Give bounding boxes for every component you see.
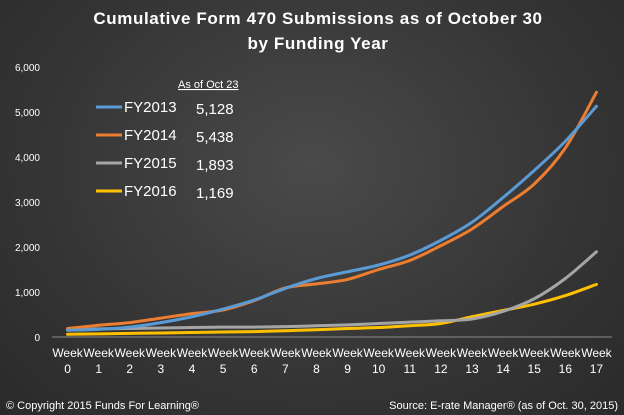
- x-tick-label: 1: [95, 362, 102, 376]
- x-tick-label: Week: [488, 346, 519, 360]
- x-tick-label: Week: [177, 346, 208, 360]
- x-tick-label: 6: [251, 362, 258, 376]
- x-tick-label: Week: [52, 346, 83, 360]
- x-tick-label: 14: [496, 362, 510, 376]
- legend-series-value: 1,893: [196, 157, 234, 174]
- x-tick-label: Week: [83, 346, 114, 360]
- x-tick-label: Week: [395, 346, 426, 360]
- x-tick-label: Week: [239, 346, 270, 360]
- x-tick-label: Week: [208, 346, 239, 360]
- x-tick-label: 4: [189, 362, 196, 376]
- x-tick-label: Week: [550, 346, 581, 360]
- x-tick-label: 16: [559, 362, 573, 376]
- x-tick-label: 13: [465, 362, 479, 376]
- legend-header: As of Oct 23: [178, 79, 239, 91]
- x-tick-label: Week: [115, 346, 146, 360]
- x-tick-label: Week: [519, 346, 550, 360]
- series-lines: [66, 90, 598, 336]
- x-tick-label: Week: [332, 346, 363, 360]
- legend-series-value: 5,128: [196, 101, 234, 118]
- legend-series-name: FY2016: [124, 183, 177, 200]
- chart-title-line1: Cumulative Form 470 Submissions as of Oc…: [93, 9, 542, 28]
- x-tick-label: 0: [64, 362, 71, 376]
- y-tick-label: 6,000: [15, 63, 40, 74]
- x-tick-label: Week: [426, 346, 457, 360]
- y-tick-label: 4,000: [15, 153, 40, 164]
- y-tick-label: 0: [34, 333, 40, 344]
- x-tick-label: 8: [313, 362, 320, 376]
- series-line-fy2013: [66, 104, 598, 332]
- x-tick-label: Week: [457, 346, 488, 360]
- x-tick-label: 12: [434, 362, 448, 376]
- legend-series-name: FY2013: [124, 99, 177, 116]
- source-text: Source: E-rate Manager® (as of Oct. 30, …: [389, 400, 618, 412]
- legend-series-name: FY2015: [124, 155, 177, 172]
- chart-title-line2: by Funding Year: [248, 34, 389, 53]
- x-tick-label: 15: [528, 362, 542, 376]
- x-tick-label: 5: [220, 362, 227, 376]
- y-tick-label: 2,000: [15, 243, 40, 254]
- y-tick-label: 5,000: [15, 108, 40, 119]
- legend-series-name: FY2014: [124, 127, 177, 144]
- x-tick-label: Week: [363, 346, 394, 360]
- x-tick-label: Week: [270, 346, 301, 360]
- x-tick-label: 9: [344, 362, 351, 376]
- y-tick-label: 1,000: [15, 288, 40, 299]
- legend-series-value: 5,438: [196, 129, 234, 146]
- y-axis-ticks: 0 1,000 2,000 3,000 4,000 5,000 6,000: [15, 63, 40, 344]
- x-tick-label: Week: [301, 346, 332, 360]
- x-tick-label: Week: [581, 346, 612, 360]
- x-axis-ticks: Week 0 Week 1 Week 2 Week 3 Week 4 Week 5 Week 6 Week 7…: [52, 346, 612, 376]
- copyright-text: © Copyright 2015 Funds For Learning®: [6, 400, 199, 412]
- x-tick-label: 2: [126, 362, 133, 376]
- x-tick-label: Week: [146, 346, 177, 360]
- x-tick-label: 7: [282, 362, 289, 376]
- x-tick-label: 3: [158, 362, 165, 376]
- series-line-fy2015: [66, 250, 598, 332]
- y-tick-label: 3,000: [15, 198, 40, 209]
- x-tick-label: 17: [590, 362, 604, 376]
- legend-series-value: 1,169: [196, 185, 234, 202]
- x-tick-label: 11: [404, 362, 417, 376]
- series-line-fy2014: [66, 90, 598, 330]
- x-tick-label: 10: [372, 362, 386, 376]
